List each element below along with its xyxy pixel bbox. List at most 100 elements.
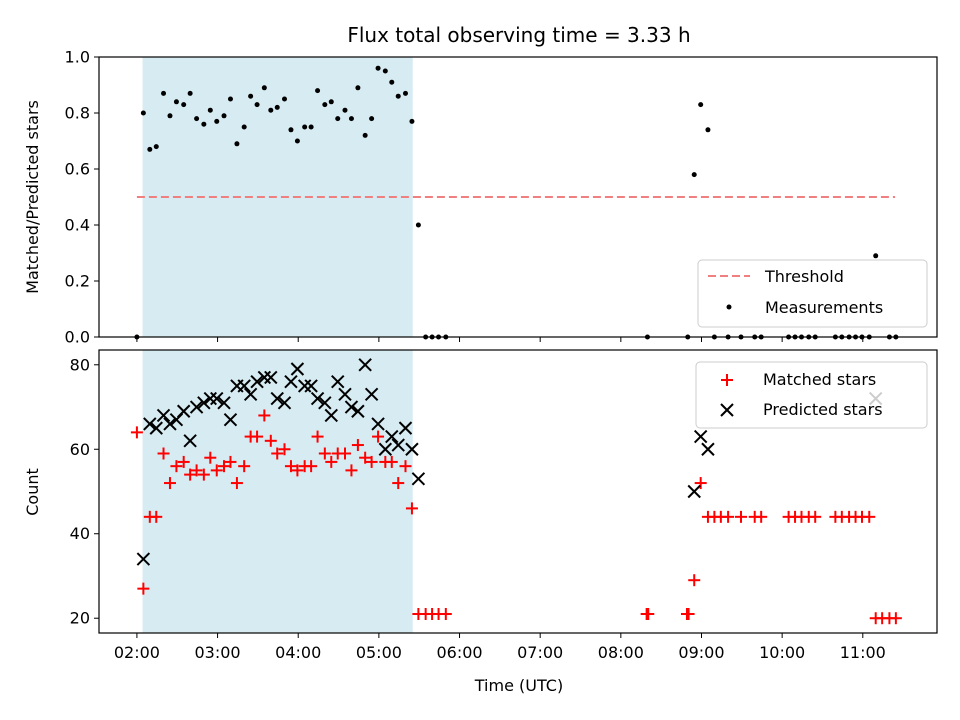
predicted-point [364,387,379,402]
matched-point [755,510,768,523]
matched-point [238,460,251,473]
predicted-point [237,379,251,393]
x-tick-label: 06:00 [436,643,482,662]
predicted-point [176,404,191,418]
matched-point [439,607,452,620]
predicted-point [189,400,204,414]
axes-frame [98,56,938,338]
measurement-point [698,102,704,108]
matched-point [284,460,297,473]
x-tick-label: 10:00 [759,643,805,662]
predicted-point [351,404,365,418]
matched-point [137,582,150,595]
predicted-point [687,484,701,499]
x-tick-label: 03:00 [195,643,241,662]
matched-point [190,464,203,477]
matched-point [305,460,318,473]
measurement-point [241,124,247,130]
predicted-point [223,412,238,427]
matched-point [264,434,277,447]
predicted-point [378,442,393,456]
y-tick-label: 80 [70,355,90,374]
predicted-point [284,374,298,389]
predicted-point [183,434,197,448]
predicted-point [270,391,284,406]
legend-matched-marker [721,374,733,386]
measurement-point [221,113,227,119]
legend-threshold-label: Threshold [764,267,844,286]
x-tick-label: 09:00 [678,643,724,662]
measurement-point [140,110,146,116]
predicted-point [385,429,399,444]
matched-point [218,460,231,473]
measurement-point [315,88,321,94]
matched-point [372,430,385,443]
x-tick-label: 05:00 [356,643,402,662]
measurement-point [234,141,240,147]
matched-point [258,409,271,422]
predicted-point [304,379,318,393]
measurement-point [402,90,408,96]
measurement-point [173,99,179,105]
measurement-point [261,85,267,91]
matched-point [365,455,378,468]
y-tick-label: 0.6 [65,160,90,179]
matched-point [170,460,183,473]
matched-point [130,426,143,439]
measurement-point [328,99,334,105]
predicted-point [324,408,338,423]
x-tick-label: 08:00 [598,643,644,662]
measurement-point [282,96,288,102]
measurement-point [355,85,361,91]
predicted-point [405,442,419,456]
measurement-point [147,146,153,152]
y-tick-label: 0.0 [65,328,90,347]
measurement-point [248,93,254,99]
measurement-point [187,90,193,96]
predicted-point [411,472,426,486]
matched-point [863,510,876,523]
predicted-point [264,370,278,385]
legend-predicted-marker [720,403,734,417]
matched-point [318,447,331,460]
measurement-point [294,138,300,144]
matched-point [338,447,351,460]
matched-point [694,477,707,490]
x-tick-label: 04:00 [275,643,321,662]
matched-point [809,510,822,523]
matched-point [291,464,304,477]
axes-frame [98,349,938,634]
predicted-point [136,552,151,566]
measurement-point [705,127,711,133]
legend-predicted-label: Predicted stars [763,400,883,419]
y-tick-label: 0.8 [65,104,90,123]
matched-point [722,510,735,523]
matched-point [385,455,398,468]
predicted-point [143,417,157,431]
matched-point [224,455,237,468]
predicted-point [693,429,708,444]
matched-point [889,612,902,625]
matched-point [351,439,364,452]
measurement-point [691,172,697,178]
measurement-point [194,116,200,122]
measurement-point [207,107,213,113]
bottom-panel: 20 40 60 80 02:00 03:00 04:00 05:00 06:00 07:00 08… [23,349,938,662]
predicted-point [197,396,211,410]
measurement-point [335,116,341,122]
y-tick-label: 60 [70,440,90,459]
measurement-point [308,124,314,130]
predicted-point [217,396,231,410]
predicted-point [310,391,325,406]
predicted-point [243,387,258,402]
matched-point [735,510,748,523]
measurement-point [415,222,421,228]
y-tick-label: 0.4 [65,216,90,235]
y-tick-label: 0.2 [65,272,90,291]
matched-point [325,455,338,468]
top-legend: Threshold Measurements [697,259,928,328]
matched-point [157,447,170,460]
x-tick-label: 07:00 [517,643,563,662]
matched-point [271,447,284,460]
